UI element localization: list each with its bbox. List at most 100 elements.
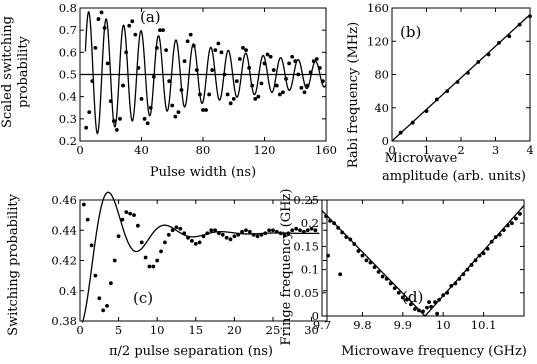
panel-a-data-point: [198, 92, 202, 97]
panel-b-x-tick-label: 3: [492, 143, 499, 157]
panel-c-y-tick-label: 0.4: [59, 284, 77, 298]
panel-c-x-tick-label: 10: [150, 323, 165, 337]
panel-c-data-point: [282, 232, 287, 237]
panel-a-data-point: [161, 28, 165, 33]
panel-a-data-point: [274, 83, 279, 88]
panel-c-data-point: [166, 232, 171, 237]
panel-c-data-point: [305, 228, 310, 233]
panel-d-data-point: [413, 307, 417, 311]
panel-b-fit-line: [391, 14, 531, 142]
panel-a-data-point: [154, 46, 159, 50]
panel-d-data-point: [501, 228, 506, 233]
panel-a-data-point: [314, 57, 319, 61]
panel-c-data-point: [174, 225, 179, 230]
panel-d-data-point: [485, 246, 490, 251]
panel-c-x-tick-label: 5: [115, 323, 122, 337]
panel-d-data-point: [427, 300, 431, 304]
panel-a-y-tick-label: 0.5: [59, 68, 77, 82]
panel-c-data-point: [132, 213, 136, 218]
panel-b-y-tick-label: 0: [382, 134, 389, 148]
panel-a-data-point: [99, 10, 104, 15]
panel-b-data-point: [497, 41, 501, 45]
panel-c-data-point: [205, 231, 210, 236]
panel-a-data-point: [299, 85, 304, 90]
panel-c-data-point: [224, 235, 229, 240]
panel-d-data-point: [514, 216, 518, 221]
panel-d-data-point: [396, 290, 401, 295]
panel-a-y-axis-label-line2: probability: [16, 35, 31, 107]
panel-a-data-point: [142, 116, 147, 121]
panel-c-data-point: [298, 228, 302, 233]
panel-c-x-tick-label: 0: [76, 323, 83, 337]
panel-b-data-point: [445, 89, 450, 94]
panel-a-data-point: [204, 108, 208, 112]
panel-a-data-point: [321, 79, 325, 84]
panel-c-data-point: [170, 228, 175, 233]
panel-d-data-point: [477, 253, 482, 258]
panel-d-data-point: [338, 272, 343, 277]
panel-c-y-axis-label: Switching probability: [6, 193, 21, 336]
panel-b-fit-line-path: [391, 14, 531, 142]
panel-b-data-point: [528, 14, 532, 19]
panel-c-data-point: [263, 231, 268, 236]
panel-b-y-tick-label: 160: [367, 1, 389, 15]
panel-c-data-point: [116, 234, 121, 239]
panel-a-y-tick-label: 0.4: [59, 90, 77, 104]
panel-a-data-point: [247, 65, 252, 70]
panel-c-data-point: [178, 226, 183, 231]
panel-d-data-point: [445, 290, 450, 295]
panel-d-y-axis-label: Fringe frequency (GHz): [279, 189, 294, 346]
panel-c-data-point: [193, 241, 198, 246]
panel-b-x-tick-label: 1: [423, 143, 430, 157]
panel-a-x-axis-label: Pulse width (ns): [150, 165, 256, 180]
panel-c-data-point: [232, 234, 237, 239]
panel-d-y-tick-label: 0.2: [301, 216, 319, 230]
panel-d-data-point: [449, 283, 454, 288]
panel-d-data-point: [518, 212, 522, 216]
panel-d-y-tick-label: 0.15: [293, 239, 319, 253]
panel-a-y-tick-label: 0.2: [59, 134, 77, 148]
panel-b-data-point: [455, 80, 460, 84]
panel-c-ticks: 0 5 10 15 20 25 30 0.38 0.4 0.42 0.44 0.46: [51, 193, 327, 337]
panel-a-label: (a): [140, 8, 161, 26]
panel-b-x-tick-label: 0: [388, 143, 395, 157]
panel-a-data-point: [268, 54, 273, 59]
panel-a-data-point: [256, 94, 261, 99]
panel-b-data-point: [434, 97, 439, 102]
panel-a-data-point: [277, 92, 282, 97]
panel-d-y-tick-label: 0.1: [301, 263, 319, 277]
panel-c-data-point: [267, 228, 272, 233]
panel-c-data-point: [313, 228, 318, 233]
panel-c-data-point: [251, 232, 256, 237]
panel-d-data-point: [441, 293, 446, 298]
panel-c-data-point: [85, 217, 90, 222]
panel-d-label: (d): [402, 288, 423, 306]
panel-a-data-point: [136, 65, 141, 70]
panel-c-data-point: [112, 258, 117, 263]
panel-d-data-point: [364, 258, 369, 263]
panel-b-x-axis-label-line2: amplitude (arb. units): [382, 169, 526, 184]
panel-d-data-point: [453, 281, 458, 286]
panel-c-data-point: [286, 231, 291, 236]
panel-a-data-point: [111, 119, 116, 123]
panel-c-x-tick-label: 30: [304, 323, 319, 337]
panel-c-data-point: [147, 264, 152, 269]
panel-c-y-tick-label: 0.44: [51, 223, 77, 237]
panel-d-data-point: [509, 221, 514, 226]
panel-c-data-point: [274, 229, 279, 234]
panel-a-data-point: [259, 81, 264, 86]
panel-d-x-tick-label: 10: [436, 318, 451, 332]
panel-d-data-point: [481, 251, 486, 256]
panel-d-x-tick-label: 9.8: [353, 318, 371, 332]
panel-c-data-point: [139, 240, 144, 245]
panel-d-data-point: [435, 311, 440, 316]
panel-a-data-point: [176, 110, 181, 115]
panel-d-data-point: [388, 281, 393, 286]
panel-d-data-point: [469, 263, 474, 267]
panel-b-y-axis-label: Rabi frequency (MHz): [346, 22, 361, 168]
panel-a-data-point: [241, 46, 245, 50]
panel-a-data-point: [225, 92, 230, 97]
panel-d-data-point: [328, 218, 332, 223]
panel-c-data-point: [81, 202, 86, 207]
